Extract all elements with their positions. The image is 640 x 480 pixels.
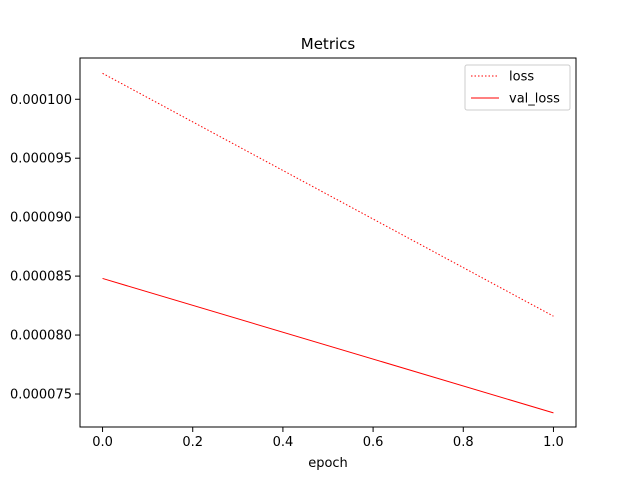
legend: loss val_loss: [464, 64, 571, 111]
x-tick-label: 0.6: [363, 435, 384, 450]
y-axis: 0.000075 0.000080 0.000085 0.000090 0.000095…: [10, 93, 80, 402]
x-tick-label: 0.8: [453, 435, 474, 450]
legend-label-loss: loss: [509, 70, 534, 85]
series-line-val-loss: [102, 277, 554, 414]
legend-label-val-loss: val_loss: [509, 92, 560, 107]
x-tick-label: 0.0: [92, 435, 113, 450]
chart-title: Metrics: [301, 35, 356, 53]
y-tick-label: 0.000080: [10, 329, 72, 344]
x-tick-label: 0.4: [273, 435, 294, 450]
x-axis: 0.0 0.2 0.4 0.6 0.8 1.0: [92, 427, 564, 450]
y-tick-label: 0.000075: [10, 387, 72, 402]
y-tick-label: 0.000085: [10, 270, 72, 285]
x-axis-label: epoch: [308, 456, 348, 471]
x-tick-label: 0.2: [182, 435, 203, 450]
plot-area: [80, 58, 576, 427]
plot-frame: [79, 57, 577, 428]
series-line-loss: [102, 72, 554, 317]
series-layer: [102, 72, 554, 414]
x-tick-label: 1.0: [543, 435, 564, 450]
y-tick-label: 0.000100: [10, 93, 72, 108]
y-tick-label: 0.000095: [10, 152, 72, 167]
legend-box: [464, 64, 571, 111]
y-tick-label: 0.000090: [10, 211, 72, 226]
